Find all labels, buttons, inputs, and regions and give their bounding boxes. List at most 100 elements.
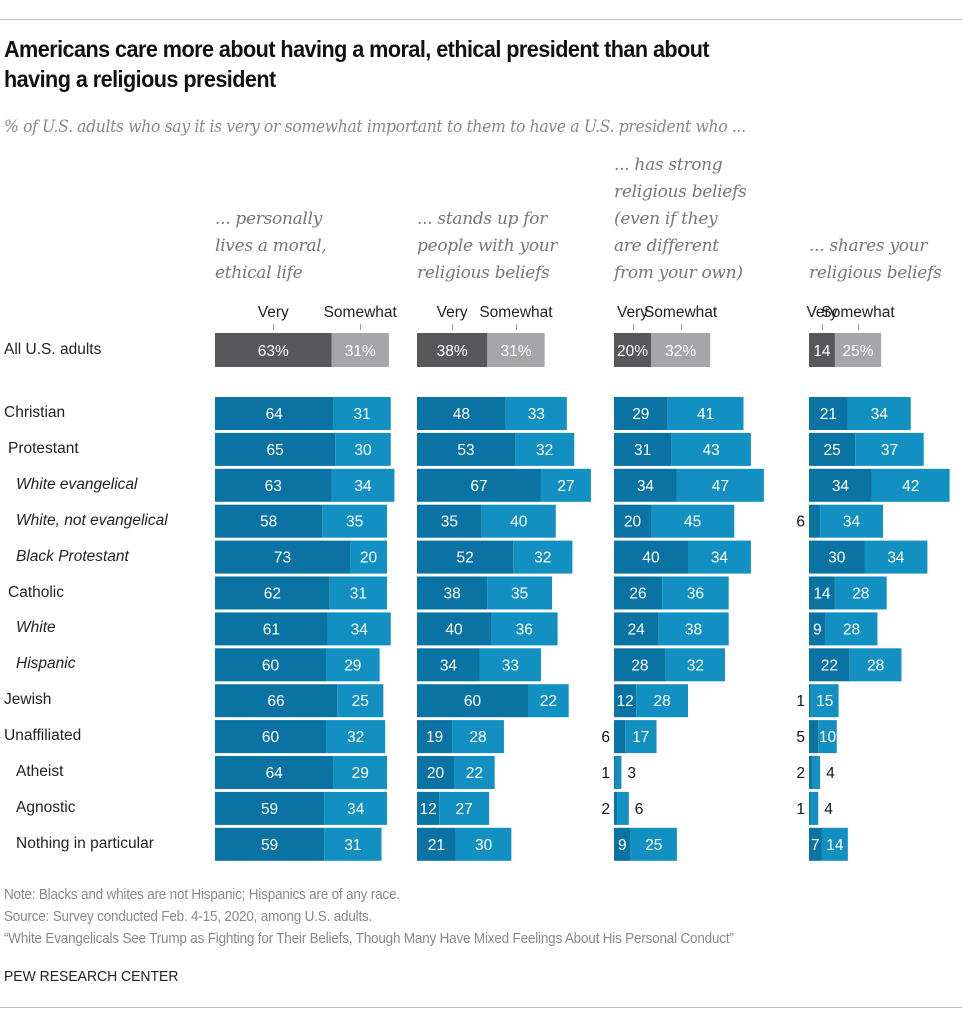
label-somewhat: 28 <box>852 586 869 603</box>
label-very: 14 <box>813 586 831 603</box>
label-very: 24 <box>628 621 646 638</box>
title-line-1: Americans care more about having a moral… <box>4 36 710 62</box>
label-somewhat: 14 <box>826 837 844 854</box>
legend-tick-very-panel-2 <box>452 324 453 330</box>
label-very: 48 <box>453 406 470 423</box>
bar-somewhat <box>324 791 388 825</box>
bar-very <box>417 827 456 861</box>
bar-somewhat <box>810 684 839 718</box>
bar-somewhat <box>333 397 391 430</box>
total-label-very: 20% <box>617 343 648 360</box>
bar-very <box>417 684 528 718</box>
label-very: 38 <box>444 586 461 603</box>
bar-very <box>809 540 865 574</box>
label-very: 12 <box>419 801 436 818</box>
bar-very <box>417 397 506 430</box>
bar-somewhat <box>327 612 391 646</box>
bar-very <box>417 468 541 502</box>
label-somewhat: 38 <box>685 621 702 638</box>
bar-very <box>614 684 637 718</box>
legend-somewhat-panel-1: Somewhat <box>323 304 397 321</box>
label-somewhat: 35 <box>346 514 363 531</box>
label-somewhat: 6 <box>635 801 644 818</box>
row-label: Atheist <box>16 763 64 780</box>
bar-somewhat <box>630 827 677 861</box>
chart-title: Americans care more about having a moral… <box>4 34 869 94</box>
label-very: 31 <box>634 442 651 459</box>
label-somewhat: 22 <box>540 693 557 710</box>
bar-somewhat <box>651 504 735 538</box>
label-somewhat: 34 <box>354 478 372 495</box>
bar-somewhat <box>825 612 878 646</box>
label-very: 64 <box>266 406 284 423</box>
bar-somewhat <box>821 827 848 861</box>
legend-very-panel-4: Very <box>806 304 838 321</box>
bar-somewhat <box>662 576 729 610</box>
bar-somewhat <box>676 468 764 502</box>
bottom-rule <box>0 1007 962 1008</box>
label-very: 60 <box>464 693 482 710</box>
label-very: 62 <box>264 586 281 603</box>
label-very: 6 <box>601 729 610 746</box>
panel-header-4: ... shares your religious beliefs <box>809 236 942 283</box>
bar-somewhat <box>864 540 928 574</box>
bar-somewhat <box>671 432 751 466</box>
label-very: 9 <box>813 621 822 638</box>
label-very: 26 <box>629 586 646 603</box>
bar-very <box>614 397 668 430</box>
total-bar-very <box>215 333 332 367</box>
bar-somewhat <box>515 432 575 466</box>
label-very: 1 <box>796 801 805 818</box>
label-somewhat: 27 <box>557 478 574 495</box>
label-somewhat: 25 <box>645 837 662 854</box>
bar-somewhat <box>326 648 380 682</box>
bar-very <box>614 720 626 754</box>
bar-very <box>809 468 872 502</box>
label-very: 73 <box>274 550 291 567</box>
bar-very <box>614 756 616 789</box>
report-title: “White Evangelicals See Trump as Fightin… <box>4 931 734 947</box>
label-somewhat: 31 <box>353 406 370 423</box>
label-very: 58 <box>260 514 277 531</box>
bar-somewhat <box>329 576 388 610</box>
row-label: White <box>16 619 56 637</box>
bar-very <box>809 612 826 646</box>
label-very: 34 <box>637 478 655 495</box>
total-bar-somewhat <box>487 333 545 367</box>
bar-very <box>614 468 677 502</box>
bar-somewhat <box>350 540 388 574</box>
label-very: 22 <box>821 657 838 674</box>
bar-very <box>417 720 453 754</box>
bar-somewhat <box>688 540 751 574</box>
bar-somewhat <box>331 468 395 502</box>
bar-somewhat <box>505 397 567 430</box>
legend-somewhat-panel-2: Somewhat <box>479 304 553 321</box>
label-somewhat: 40 <box>510 514 528 531</box>
bar-very <box>809 684 811 718</box>
bar-somewhat <box>818 720 837 754</box>
label-somewhat: 29 <box>344 657 361 674</box>
label-very: 59 <box>261 837 278 854</box>
label-somewhat: 4 <box>824 801 833 818</box>
bar-very <box>614 504 651 538</box>
bar-somewhat <box>658 612 729 646</box>
label-very: 30 <box>828 550 846 567</box>
total-bar-somewhat <box>331 333 389 367</box>
chart-subtitle: % of U.S. adults who say it is very or s… <box>4 117 746 137</box>
bar-somewhat <box>491 612 558 646</box>
label-very: 52 <box>456 550 473 567</box>
bar-very <box>417 648 480 682</box>
bar-very <box>215 540 351 574</box>
label-very: 34 <box>832 478 850 495</box>
label-somewhat: 31 <box>344 837 361 854</box>
label-very: 2 <box>601 801 610 818</box>
bar-somewhat <box>871 468 950 502</box>
bar-somewhat <box>617 791 629 825</box>
label-very: 65 <box>267 442 284 459</box>
bar-somewhat <box>337 684 384 718</box>
bar-somewhat <box>810 791 819 825</box>
label-somewhat: 43 <box>703 442 720 459</box>
row-label: White evangelical <box>16 475 138 493</box>
label-somewhat: 28 <box>653 693 670 710</box>
label-somewhat: 34 <box>711 550 729 567</box>
